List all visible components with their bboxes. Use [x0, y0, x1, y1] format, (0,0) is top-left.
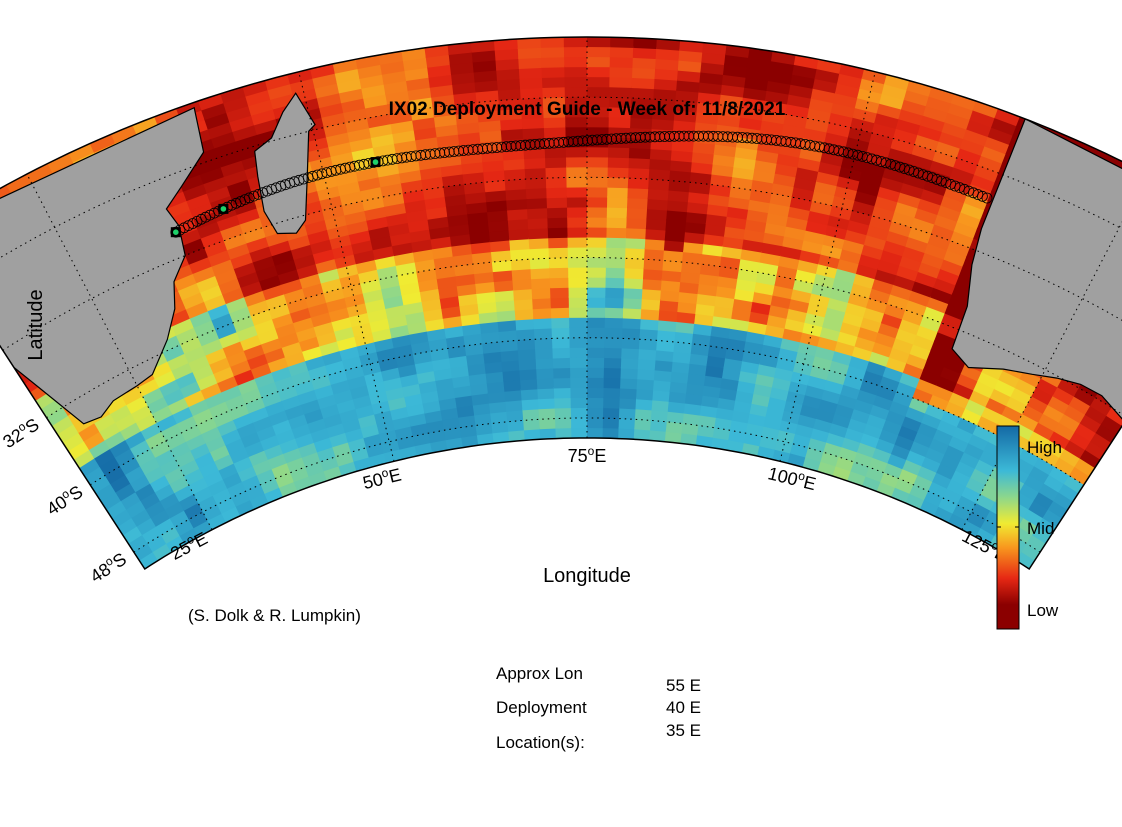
y-axis-label: Latitude [25, 289, 47, 360]
landmasses [0, 92, 1122, 425]
lon-tick-label: 75oE [568, 444, 607, 466]
cruise-track [170, 130, 993, 238]
deployment-label-3: Location(s): [496, 733, 585, 752]
deployment-label-1: Approx Lon [496, 664, 583, 683]
lat-tick-label: 48oS [86, 547, 130, 587]
colorbar-label-mid: Mid [1027, 519, 1054, 538]
colorbar-label-low: Low [1027, 601, 1059, 620]
credit-text: (S. Dolk & R. Lumpkin) [188, 606, 361, 625]
lon-tick-label: 50oE [360, 463, 403, 494]
deployment-value-3: 35 E [666, 721, 701, 740]
land-africa [0, 106, 205, 425]
deployment-point [170, 227, 181, 238]
deployment-label-2: Deployment [496, 698, 587, 717]
map-title: IX02 Deployment Guide - Week of: 11/8/20… [389, 99, 786, 120]
land-madagascar [254, 92, 316, 235]
land-australia [951, 118, 1122, 423]
deployment-point [370, 157, 381, 168]
lat-tick-label: 32oS [0, 413, 43, 453]
x-axis-label: Longitude [543, 565, 631, 587]
colorbar: High Mid Low [996, 425, 1062, 630]
graticule [0, 37, 1122, 553]
deployment-value-1: 55 E [666, 676, 701, 695]
colorbar-label-high: High [1027, 438, 1062, 457]
deployment-points [170, 157, 381, 238]
deployment-point [218, 203, 229, 214]
deployment-value-2: 40 E [666, 698, 701, 717]
map-frame [0, 36, 1122, 571]
lat-tick-label: 40oS [42, 480, 86, 520]
